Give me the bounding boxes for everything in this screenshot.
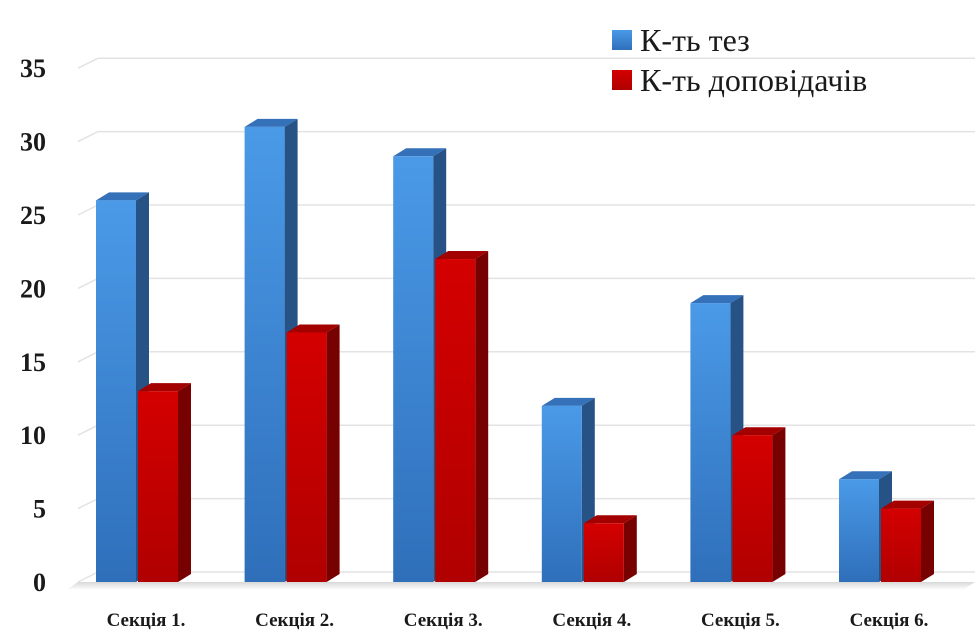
gridline-depth: [77, 571, 99, 583]
legend-swatch: [612, 70, 632, 90]
y-tick-label: 10: [20, 421, 46, 450]
x-tick-label: Секція 2.: [255, 610, 334, 631]
x-tick-label: Секція 4.: [552, 610, 631, 631]
gridline-depth: [77, 130, 99, 143]
y-tick-label: 25: [20, 201, 46, 230]
y-tick-label: 20: [20, 274, 46, 303]
legend-swatch: [612, 30, 632, 50]
bars: [96, 118, 934, 583]
chart-floor: [66, 582, 975, 590]
y-tick-label: 30: [20, 128, 46, 157]
x-tick-label: Секція 6.: [850, 610, 929, 631]
bar: [583, 515, 637, 582]
y-tick-label: 15: [20, 348, 46, 377]
x-tick-label: Секція 5.: [701, 610, 780, 631]
legend-item: К-ть доповідачів: [612, 62, 867, 98]
legend-item: К-ть тез: [612, 22, 750, 58]
floor-plane: [66, 582, 975, 590]
x-tick-label: Секція 1.: [107, 610, 186, 631]
gridline-depth: [77, 204, 99, 216]
gridline-depth: [77, 57, 99, 69]
bar: [244, 118, 298, 583]
y-tick-label: 5: [33, 495, 46, 524]
y-tick-label: 0: [33, 568, 46, 597]
gridline-depth: [77, 351, 99, 363]
bar: [435, 251, 489, 583]
legend: К-ть тез К-ть доповідачів: [612, 22, 867, 98]
bar: [732, 427, 786, 582]
x-tick-label: Секція 3.: [404, 610, 483, 631]
bar: [881, 500, 934, 582]
bar: [286, 324, 340, 582]
gridline-depth: [77, 277, 99, 290]
y-axis: 0 5 10 15 20 25 30 35: [20, 54, 46, 597]
x-axis: Секція 1. Секція 2. Секція 3. Секція 4. Секц…: [107, 610, 929, 631]
gridline-depth: [77, 497, 99, 510]
legend-label: К-ть тез: [640, 22, 750, 58]
legend-label: К-ть доповідачів: [640, 62, 867, 98]
bar: [138, 383, 191, 582]
gridline-depth: [77, 424, 99, 436]
gridlines: [77, 57, 975, 583]
y-tick-label: 35: [20, 54, 46, 83]
